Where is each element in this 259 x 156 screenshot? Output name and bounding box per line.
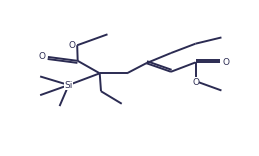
Text: O: O xyxy=(223,58,230,67)
Text: O: O xyxy=(68,41,75,50)
Text: O: O xyxy=(39,52,46,61)
Text: Si: Si xyxy=(64,80,73,90)
Text: O: O xyxy=(192,78,199,87)
